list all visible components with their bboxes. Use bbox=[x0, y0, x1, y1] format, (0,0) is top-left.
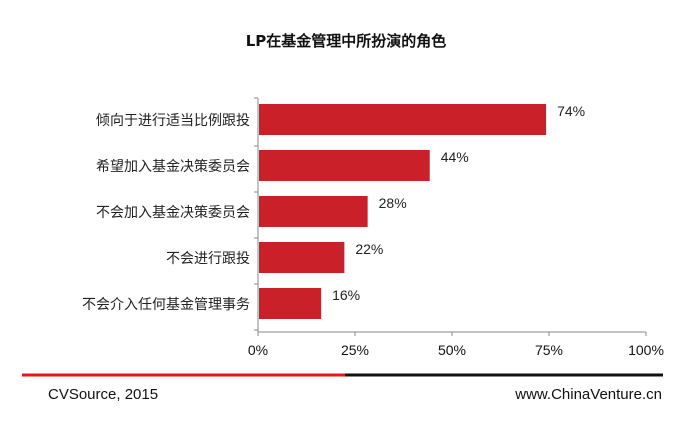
category-label: 不会进行跟投 bbox=[166, 251, 250, 267]
x-tick-label: 100% bbox=[628, 342, 664, 358]
category-label: 倾向于进行适当比例跟投 bbox=[96, 113, 250, 129]
bar bbox=[259, 288, 322, 319]
x-tick-label: 75% bbox=[535, 342, 563, 358]
source-label: CVSource, 2015 bbox=[48, 386, 159, 403]
category-label: 希望加入基金决策委员会 bbox=[96, 158, 250, 175]
category-label: 不会加入基金决策委员会 bbox=[96, 204, 250, 221]
bar bbox=[259, 150, 430, 181]
data-label: 74% bbox=[557, 103, 585, 119]
bar bbox=[259, 104, 547, 135]
category-label: 不会介入任何基金管理事务 bbox=[82, 296, 250, 313]
x-tick-label: 0% bbox=[248, 342, 268, 358]
x-tick-label: 50% bbox=[438, 342, 466, 358]
bar bbox=[259, 196, 368, 227]
bar bbox=[259, 242, 345, 273]
website-label: www.ChinaVenture.cn bbox=[515, 386, 662, 403]
data-label: 44% bbox=[441, 149, 469, 165]
x-tick-label: 25% bbox=[341, 342, 369, 358]
data-label: 28% bbox=[379, 195, 407, 211]
data-label: 22% bbox=[355, 241, 383, 257]
data-label: 16% bbox=[332, 287, 360, 303]
chart-title: LP在基金管理中所扮演的角色 bbox=[245, 32, 447, 50]
